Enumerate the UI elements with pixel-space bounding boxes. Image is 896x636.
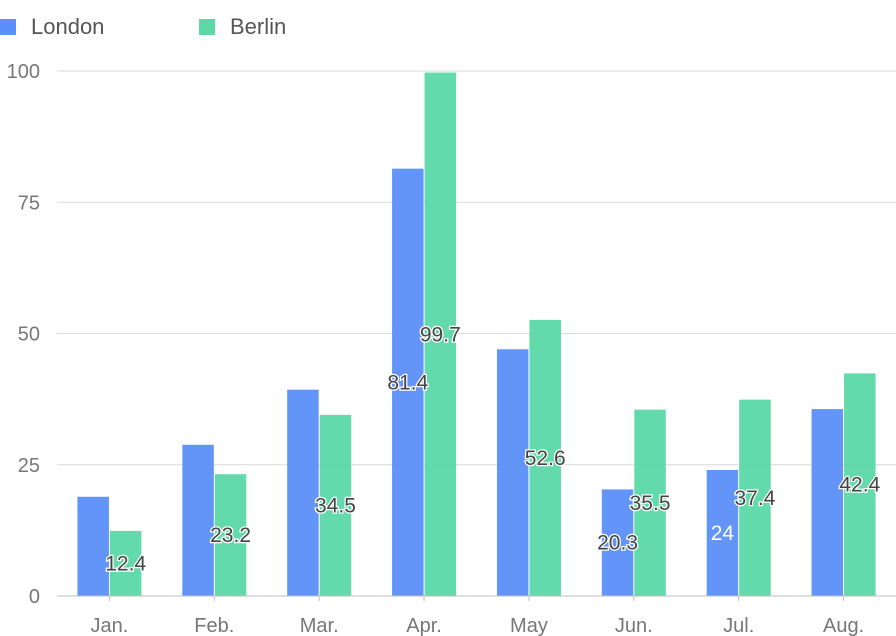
data-label-berlin: 99.7 [420, 323, 461, 346]
bar-london[interactable] [601, 489, 634, 596]
legend-swatch-london [0, 19, 16, 35]
bar-london[interactable] [287, 389, 319, 596]
bars [77, 72, 876, 596]
bar-berlin[interactable] [424, 72, 457, 596]
data-label-london: 24 [711, 522, 735, 545]
bar-berlin[interactable] [109, 530, 142, 596]
data-label-berlin: 34.5 [315, 494, 356, 517]
y-tick-label: 0 [29, 586, 40, 608]
bar-berlin[interactable] [319, 414, 352, 596]
legend-swatch-berlin [199, 19, 215, 35]
legend-label-london: London [31, 14, 105, 39]
x-tick-label: Apr. [406, 615, 442, 636]
data-label-berlin: 12.4 [105, 552, 146, 575]
data-label-london: 20.3 [597, 532, 638, 555]
bar-london[interactable] [706, 470, 739, 596]
x-tick-label: Jun. [615, 615, 653, 636]
bar-london[interactable] [392, 168, 424, 596]
data-label-berlin: 52.6 [525, 447, 566, 470]
y-tick-label: 75 [18, 192, 40, 214]
bar-berlin[interactable] [634, 409, 666, 596]
chart-legend: London Berlin [0, 0, 896, 56]
data-label-berlin: 42.4 [839, 474, 880, 497]
data-label-berlin: 37.4 [735, 487, 776, 510]
bar-london[interactable] [496, 349, 529, 596]
y-tick-label: 25 [18, 455, 40, 477]
legend-item-berlin[interactable]: Berlin [199, 14, 286, 40]
x-tick-label: May [510, 615, 548, 636]
bar-berlin[interactable] [214, 474, 247, 596]
bar-london[interactable] [182, 444, 214, 596]
bar-london[interactable] [77, 496, 109, 596]
data-label-berlin: 35.5 [630, 492, 671, 515]
y-tick-label: 50 [18, 324, 40, 346]
x-tick-label: Mar. [300, 615, 339, 636]
bar-london[interactable] [811, 409, 844, 596]
y-tick-label: 100 [7, 61, 40, 83]
x-tick-label: Feb. [194, 615, 234, 636]
legend-item-london[interactable]: London [0, 14, 104, 40]
bar-berlin[interactable] [529, 319, 561, 596]
x-tick-label: Jan. [91, 615, 129, 636]
data-label-berlin: 23.2 [210, 524, 251, 547]
bar-berlin[interactable] [844, 373, 876, 596]
x-tick-label: Jul. [723, 615, 754, 636]
x-tick-label: Aug. [823, 615, 864, 636]
legend-label-berlin: Berlin [230, 14, 287, 39]
axes: 0 25 50 75 100 Jan. Feb. Mar. Apr. May Jun. Jul. Aug… [7, 61, 896, 636]
bar-berlin[interactable] [739, 399, 771, 596]
data-label-london: 81.4 [387, 371, 428, 394]
